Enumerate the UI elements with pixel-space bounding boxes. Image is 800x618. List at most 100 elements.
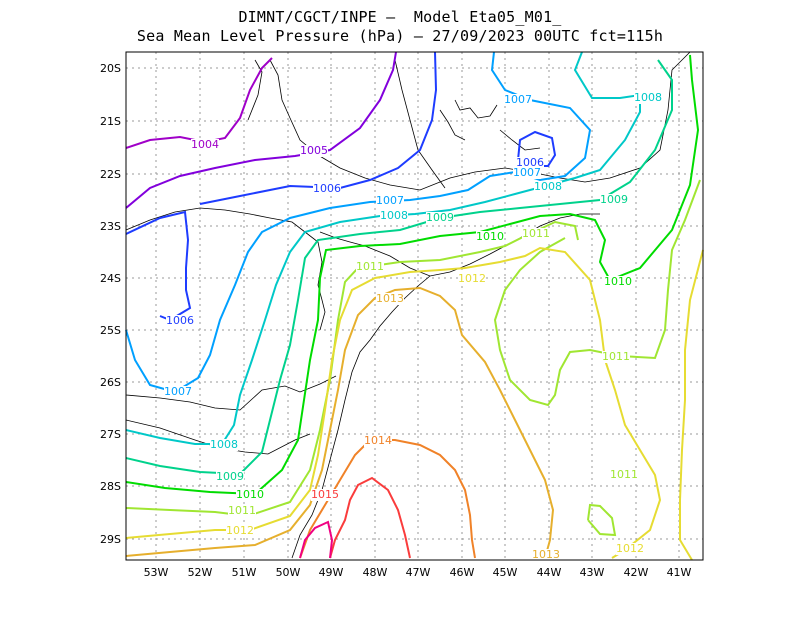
lon-label: 52W — [188, 566, 213, 579]
contour-label: 1013 — [532, 548, 560, 561]
contour-label: 1010 — [604, 275, 632, 288]
contour-label: 1007 — [164, 385, 192, 398]
lat-label: 28S — [100, 480, 121, 493]
contour-label-bg — [610, 469, 638, 481]
isobar-1010-west — [125, 481, 256, 495]
lon-label: 49W — [319, 566, 344, 579]
contour-label-bg — [380, 210, 408, 222]
isobar-lines — [125, 51, 704, 561]
contour-label: 1008 — [210, 438, 238, 451]
contour-labels: 1004 100510061006100610071007100710071008… — [164, 91, 662, 561]
lat-label: 22S — [100, 168, 121, 181]
latitude-labels: 20S 21S 22S 23S 24S 25S 26S 27S 28S 29S — [100, 62, 121, 546]
contour-label-bg — [164, 386, 192, 398]
contour-label-bg — [513, 167, 541, 179]
contour-label-bg — [313, 183, 341, 195]
contour-label: 1010 — [236, 488, 264, 501]
isobar-1012-east — [679, 249, 704, 561]
lat-label: 23S — [100, 220, 121, 233]
contour-label-bg — [602, 351, 630, 363]
isobar-1006-west — [125, 210, 192, 322]
contour-label: 1012 — [458, 272, 486, 285]
contour-label-bg — [634, 92, 662, 104]
isobar-1005 — [125, 51, 397, 209]
lat-lon-grid — [126, 52, 703, 560]
contour-label-bg — [311, 489, 339, 501]
isobar-1011 — [247, 220, 579, 517]
longitude-labels: 53W 52W 51W 50W 49W 48W 47W 46W 45W 44W … — [144, 566, 692, 579]
lat-label: 20S — [100, 62, 121, 75]
lon-label: 42W — [624, 566, 649, 579]
chart-title: DIMNT/CGCT/INPE – Model Eta05_M01_ — [238, 8, 562, 26]
lon-label: 45W — [493, 566, 518, 579]
lon-label: 44W — [537, 566, 562, 579]
lat-label: 27S — [100, 428, 121, 441]
lon-label: 47W — [406, 566, 431, 579]
map-frame — [125, 51, 704, 561]
contour-label-bg — [191, 139, 219, 151]
contour-label-bg — [504, 94, 532, 106]
lat-label: 24S — [100, 272, 121, 285]
isobar-1008-west — [125, 429, 222, 445]
contour-label: 1011 — [522, 227, 550, 240]
isobar-1010 — [254, 54, 700, 495]
contour-label-bg — [600, 194, 628, 206]
isobar-1011-east — [493, 179, 701, 407]
contour-label: 1011 — [356, 260, 384, 273]
lat-label: 21S — [100, 115, 121, 128]
contour-label-bg — [376, 195, 404, 207]
contour-label-bg — [210, 439, 238, 451]
contour-label: 1005 — [300, 144, 328, 157]
contour-label-bg — [376, 293, 404, 305]
contour-label-bg — [364, 435, 392, 447]
contour-label-bg — [458, 273, 486, 285]
isobar-1016 — [299, 520, 334, 559]
isobar-1007 — [174, 51, 592, 393]
contour-label: 1006 — [516, 156, 544, 169]
isobar-1011-south — [587, 503, 617, 537]
lon-label: 43W — [580, 566, 605, 579]
contour-label: 1012 — [616, 542, 644, 555]
contour-label: 1007 — [504, 93, 532, 106]
contour-label-bg — [226, 525, 254, 537]
contour-label: 1014 — [364, 434, 392, 447]
isobar-1007-west — [125, 329, 176, 393]
contour-label: 1012 — [226, 524, 254, 537]
contour-label-bg — [532, 549, 560, 561]
isobar-1006 — [199, 51, 438, 205]
contour-label-bg — [604, 276, 632, 288]
contour-label-bg — [228, 505, 256, 517]
lat-label: 29S — [100, 533, 121, 546]
contour-label: 1006 — [313, 182, 341, 195]
contour-label: 1008 — [380, 209, 408, 222]
coastline-borders — [125, 51, 691, 559]
contour-label-bg — [476, 231, 504, 243]
contour-label: 1011 — [602, 350, 630, 363]
contour-label: 1004 — [191, 138, 219, 151]
contour-label: 1007 — [376, 194, 404, 207]
contour-label: 1006 — [166, 314, 194, 327]
lat-label: 26S — [100, 376, 121, 389]
contour-label: 1011 — [228, 504, 256, 517]
lon-label: 46W — [450, 566, 475, 579]
contour-label: 1009 — [216, 470, 244, 483]
lon-label: 51W — [232, 566, 257, 579]
contour-label-bg — [356, 261, 384, 273]
contour-label: 1008 — [534, 180, 562, 193]
isobar-1008 — [221, 51, 641, 445]
contour-label-bg — [216, 471, 244, 483]
contour-label-bg — [534, 181, 562, 193]
isobar-1004 — [125, 57, 273, 149]
isobar-1015 — [329, 476, 411, 559]
isobar-1013 — [125, 286, 555, 559]
contour-label-bg — [236, 489, 264, 501]
contour-label: 1007 — [513, 166, 541, 179]
contour-label: 1009 — [426, 211, 454, 224]
contour-label: 1013 — [376, 292, 404, 305]
contour-label-bg — [522, 228, 550, 240]
contour-label: 1010 — [476, 230, 504, 243]
isobar-1012 — [249, 246, 662, 559]
lon-label: 50W — [276, 566, 301, 579]
contour-label-bg — [426, 212, 454, 224]
